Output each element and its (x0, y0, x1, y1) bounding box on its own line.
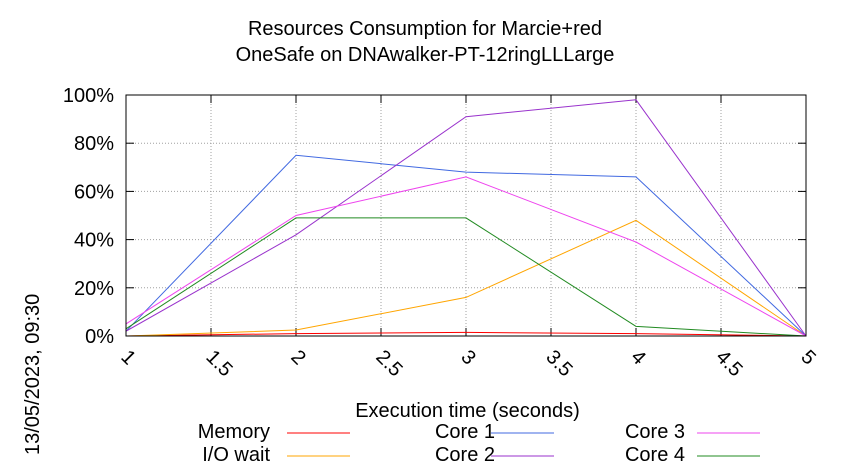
series-line-memory (125, 331, 807, 337)
legend-label-i-o-wait: I/O wait (202, 444, 270, 466)
series-line-core-1 (125, 154, 807, 337)
grid (126, 95, 806, 336)
series-line-core-3 (125, 176, 807, 337)
x-tick-label: 3.5 (541, 346, 576, 381)
y-tick-label: 60% (74, 181, 114, 203)
series-line-core-2 (125, 99, 807, 337)
y-tick-label: 0% (85, 326, 114, 348)
x-tick-label: 4 (626, 346, 649, 369)
legend-label-core-2: Core 2 (434, 444, 495, 466)
chart-subtitle: OneSafe on DNAwalker-PT-12ringLLLarge (235, 44, 615, 66)
x-tick-label: 3 (456, 346, 479, 369)
x-tick-label: 4.5 (711, 346, 746, 381)
y-tick-label: 100% (63, 85, 114, 107)
legend-samples (287, 432, 760, 457)
legend-label-memory: Memory (197, 421, 270, 443)
chart-title: Resources Consumption for Marcie+red (247, 18, 603, 40)
legend-label-core-1: Core 1 (434, 421, 495, 443)
x-axis-label: Execution time (seconds) (355, 400, 580, 422)
x-tick-label: 5 (796, 346, 819, 369)
legend-label-core-3: Core 3 (624, 421, 685, 443)
legend-label-core-4: Core 4 (624, 444, 685, 466)
x-tick-label: 2.5 (371, 346, 406, 381)
y-tick-label: 40% (74, 230, 114, 252)
x-tick-label: 2 (286, 346, 309, 369)
plot-frame (125, 94, 807, 337)
series-line-core-4 (125, 217, 807, 337)
series-line-i-o-wait (125, 219, 807, 337)
axis-ticks: 0% 20% 40% 60% 80% 100% 1 1.5 2 2.5 3 3.5 4 4.5 5 (63, 85, 820, 381)
y-tick-label: 80% (74, 133, 114, 155)
series-lines (125, 99, 807, 337)
x-tick-label: 1.5 (201, 346, 236, 381)
x-tick-label: 1 (116, 346, 139, 369)
y-tick-label: 20% (74, 278, 114, 300)
